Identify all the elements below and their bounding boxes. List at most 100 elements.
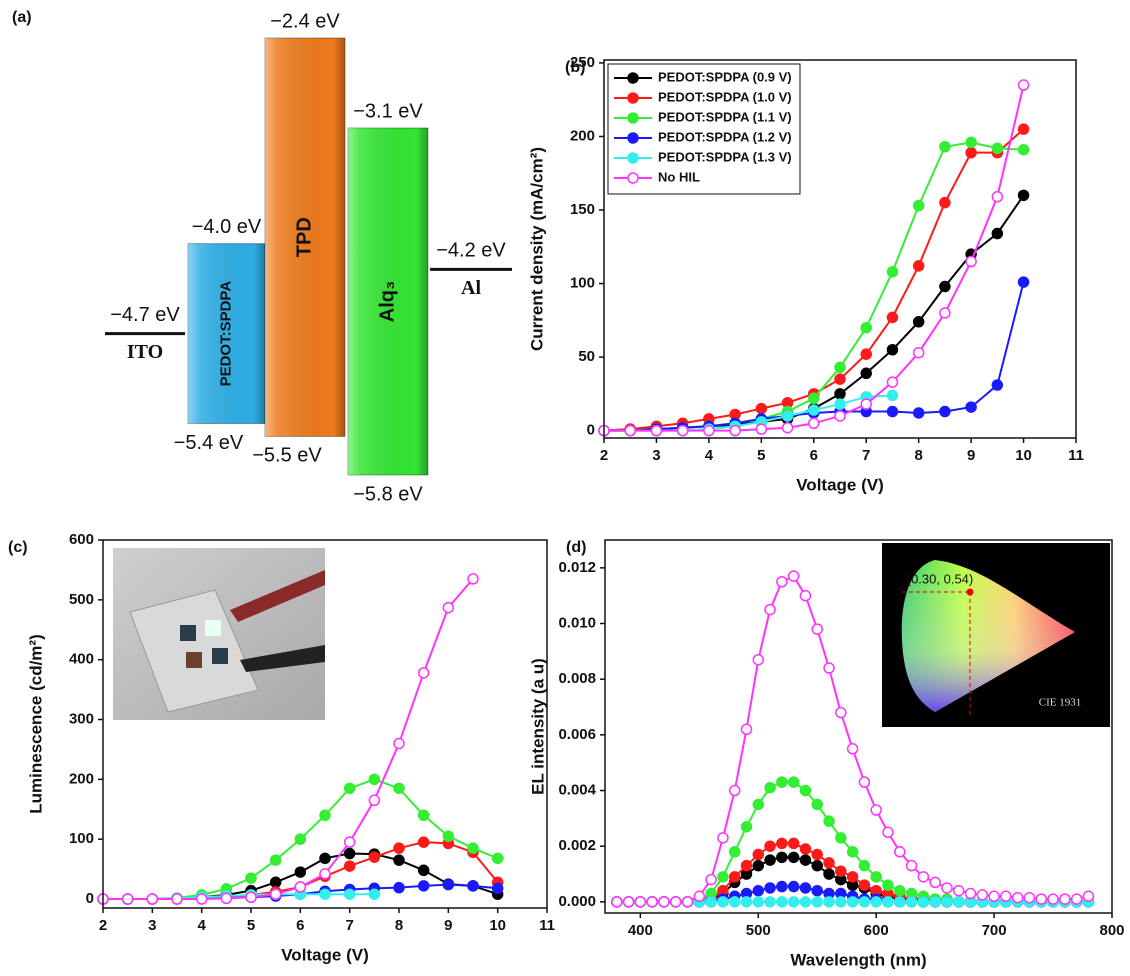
cie-locus-shade [901, 560, 1075, 712]
data-point [146, 893, 159, 905]
data-point [808, 392, 820, 405]
data-point [834, 361, 846, 374]
data-point [787, 851, 800, 864]
data-point [811, 798, 823, 811]
data-point [681, 896, 694, 908]
x-axis-label: Wavelength (nm) [790, 950, 926, 969]
data-point [781, 421, 794, 434]
data-point [939, 196, 951, 209]
data-point [808, 404, 820, 416]
data-point [941, 896, 953, 908]
data-point [811, 896, 823, 908]
data-point [912, 316, 925, 328]
data-point [976, 889, 989, 901]
cie-caption: CIE 1931 [1039, 697, 1081, 709]
panel-label: (d) [566, 539, 586, 556]
photo-clip [240, 645, 325, 672]
data-point [1000, 890, 1012, 903]
x-tick-label: 8 [395, 917, 403, 934]
data-point [705, 896, 717, 908]
data-point [245, 872, 257, 884]
data-point [860, 348, 872, 360]
data-point [834, 388, 846, 400]
data-point [740, 820, 753, 833]
data-point [269, 854, 282, 866]
photo-pixel [212, 648, 228, 664]
electrode-value-label: −4.7 eV [110, 304, 180, 326]
data-point [965, 401, 977, 413]
data-point [860, 398, 872, 410]
data-point [1082, 890, 1095, 903]
data-point [1070, 893, 1083, 905]
x-tick-label: 500 [746, 922, 771, 939]
data-point [417, 809, 430, 822]
legend-label: PEDOT:SPDPA (1.1 V) [658, 109, 792, 124]
y-tick-label: 200 [570, 127, 595, 144]
data-point [705, 873, 717, 886]
data-point [808, 417, 820, 430]
data-point [846, 846, 859, 858]
data-point [764, 603, 776, 616]
data-point [1023, 891, 1036, 904]
data-point [1035, 893, 1048, 905]
data-point [752, 653, 765, 666]
data-point [823, 896, 835, 908]
x-tick-label: 4 [705, 447, 714, 464]
data-point [728, 896, 741, 908]
data-point [764, 840, 776, 852]
homo-label: −5.8 eV [353, 483, 423, 505]
data-point [195, 893, 208, 905]
x-axis-label: Voltage (V) [796, 475, 884, 494]
x-tick-label: 800 [1099, 922, 1124, 939]
data-point [870, 871, 882, 883]
data-point [846, 743, 859, 755]
data-point [905, 859, 918, 872]
data-point [245, 891, 257, 903]
cie-point [966, 588, 974, 596]
data-point [1017, 189, 1030, 202]
data-point [823, 857, 835, 869]
data-point [811, 848, 823, 861]
legend-marker [627, 92, 639, 104]
data-point [319, 868, 331, 880]
layer-name: PEDOT:SPDPA [217, 281, 234, 387]
data-point [965, 136, 977, 149]
data-point [823, 662, 835, 674]
data-point [917, 896, 930, 908]
data-point [294, 881, 307, 893]
box-shine [188, 243, 265, 424]
data-point [846, 896, 859, 908]
data-point [952, 884, 965, 897]
data-point [740, 859, 753, 872]
data-point [870, 896, 882, 908]
data-point [624, 424, 636, 437]
legend-label: No HIL [658, 169, 700, 184]
data-point [965, 255, 977, 268]
y-tick-label: 0.002 [558, 837, 596, 854]
data-point [964, 887, 977, 900]
data-point [882, 896, 894, 908]
data-point [650, 424, 663, 437]
data-point [703, 424, 715, 437]
data-point [393, 854, 405, 866]
data-point [939, 141, 951, 153]
data-point [1017, 143, 1030, 156]
data-point [799, 589, 812, 602]
data-point [368, 773, 381, 786]
y-tick-label: 150 [570, 201, 595, 218]
data-point [886, 311, 899, 324]
y-tick-label: 300 [69, 710, 94, 727]
data-point [220, 892, 233, 905]
data-point [717, 896, 729, 908]
y-tick-label: 100 [69, 830, 94, 847]
data-point [693, 890, 706, 903]
y-tick-label: 0 [86, 890, 94, 907]
data-point [728, 871, 741, 883]
data-point [729, 424, 741, 437]
x-tick-label: 7 [862, 447, 870, 464]
x-tick-label: 9 [444, 917, 452, 934]
panel-label: (a) [12, 9, 32, 26]
data-point [787, 837, 800, 850]
data-point [393, 782, 405, 795]
legend-marker [627, 132, 639, 144]
